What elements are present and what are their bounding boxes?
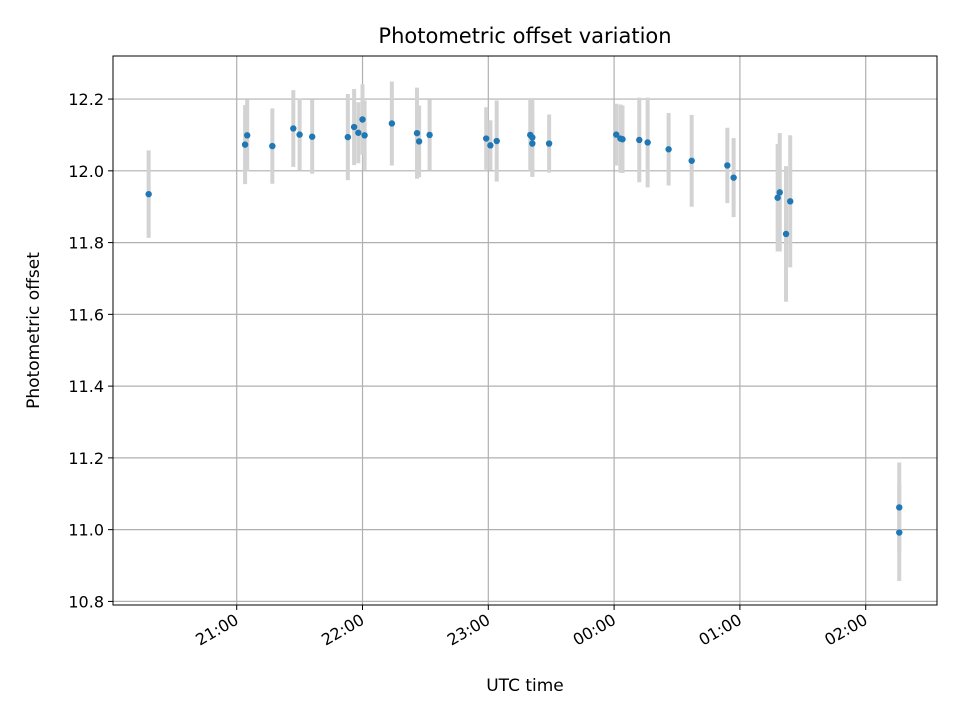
- y-tick-label: 11.8: [68, 234, 104, 253]
- data-point: [269, 142, 276, 150]
- y-tick-label: 11.0: [68, 521, 104, 540]
- y-tick-label: 11.6: [68, 305, 104, 324]
- x-tick-label: 01:00: [695, 610, 744, 650]
- data-point: [426, 131, 433, 139]
- data-point: [896, 504, 903, 511]
- data-point: [415, 138, 423, 145]
- data-point: [350, 123, 358, 131]
- data-point: [296, 131, 303, 138]
- data-point: [665, 146, 672, 153]
- data-point: [290, 125, 297, 132]
- plot-frame: [112, 55, 938, 606]
- grid-lines: [113, 56, 937, 605]
- data-point: [483, 135, 490, 142]
- data-point: [241, 141, 249, 148]
- data-point: [529, 134, 536, 141]
- data-point: [145, 190, 152, 198]
- data-point: [359, 116, 366, 123]
- data-point: [774, 194, 781, 201]
- chart-title: Photometric offset variation: [378, 24, 671, 48]
- data-point: [388, 120, 396, 127]
- data-point: [896, 529, 903, 536]
- data-point: [787, 198, 794, 205]
- data-point: [644, 139, 651, 146]
- data-point: [493, 137, 500, 145]
- data-point: [355, 129, 362, 136]
- x-tick-label: 23:00: [444, 610, 493, 650]
- y-tick-label: 10.8: [68, 592, 104, 611]
- axis-ticks: 21:00 22:00 23:00 00:00 01:00 02:00 10.8 11.0 11…: [68, 90, 870, 649]
- data-point: [308, 133, 316, 140]
- data-point: [243, 132, 251, 139]
- error-bars: [146, 81, 902, 581]
- data-point: [724, 162, 731, 169]
- data-point: [487, 142, 494, 149]
- data-point: [344, 133, 352, 141]
- data-point: [619, 136, 626, 143]
- y-tick-label: 12.2: [68, 90, 104, 109]
- data-point: [776, 189, 783, 196]
- data-point: [361, 132, 368, 139]
- x-tick-label: 02:00: [821, 610, 870, 650]
- y-tick-label: 11.4: [68, 377, 104, 396]
- y-tick-label: 11.2: [68, 449, 104, 468]
- data-point: [636, 136, 643, 144]
- data-point: [730, 174, 737, 181]
- data-point: [529, 140, 536, 147]
- x-tick-label: 00:00: [570, 610, 619, 650]
- data-point: [413, 129, 421, 137]
- data-point: [613, 131, 620, 138]
- data-point: [688, 157, 695, 164]
- data-points: [145, 116, 903, 536]
- x-tick-label: 22:00: [318, 610, 367, 650]
- x-axis-title: UTC time: [486, 676, 564, 696]
- y-axis-title: Photometric offset: [24, 252, 44, 409]
- y-tick-label: 12.0: [68, 162, 104, 181]
- data-point: [782, 230, 790, 238]
- data-point: [545, 140, 553, 147]
- x-tick-label: 21:00: [192, 610, 241, 650]
